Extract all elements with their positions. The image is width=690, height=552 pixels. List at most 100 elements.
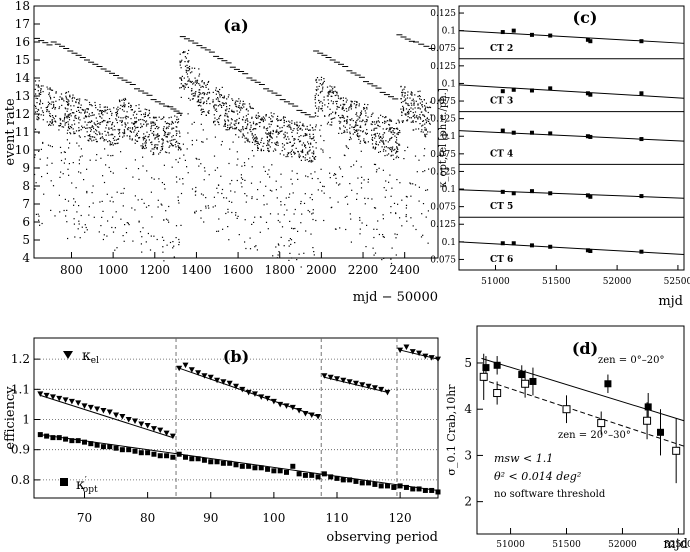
rate-point	[420, 236, 423, 238]
panel-c-x-axis-label: mjd	[658, 294, 683, 309]
rate-point	[182, 85, 184, 87]
rate-point	[389, 127, 391, 129]
rate-point	[363, 107, 365, 109]
series-kappa-opt	[37, 432, 441, 495]
y-tick-label: 4	[22, 251, 30, 265]
rate-point	[213, 120, 215, 123]
kappa-el-point	[75, 400, 82, 406]
rate-point	[309, 157, 311, 159]
rate-point	[356, 119, 358, 122]
rate-point	[355, 113, 357, 115]
kappa-el-point	[106, 409, 113, 415]
telescope-point	[639, 137, 644, 142]
y-tick-label: 0.075	[430, 203, 456, 213]
rate-point	[345, 101, 347, 103]
rate-point	[188, 67, 191, 70]
rate-point	[315, 89, 317, 91]
rate-point	[41, 176, 43, 178]
kappa-el-point	[207, 374, 214, 381]
rate-point	[38, 86, 40, 88]
rate-point	[259, 121, 261, 124]
rate-point	[169, 145, 171, 147]
rate-point	[384, 196, 386, 198]
rate-point	[265, 185, 267, 187]
rate-point	[331, 121, 333, 123]
rate-point	[373, 128, 375, 130]
y-tick-label: 1.2	[11, 352, 30, 366]
rate-point	[127, 222, 129, 224]
rate-point	[294, 208, 296, 211]
rate-point	[75, 117, 77, 119]
rate-point	[238, 129, 240, 131]
rate-point	[260, 149, 262, 151]
rate-point	[299, 140, 302, 142]
rate-point	[121, 119, 123, 122]
x-tick-label: 90	[203, 511, 218, 525]
rate-point	[216, 110, 218, 112]
rate-point	[129, 135, 131, 137]
rate-point	[251, 197, 253, 200]
rate-point	[405, 113, 407, 115]
rate-point	[286, 132, 288, 134]
rate-point	[68, 116, 70, 119]
rate-point	[299, 155, 301, 157]
rate-point	[280, 119, 282, 121]
rate-point	[100, 137, 102, 139]
rate-point	[232, 141, 234, 143]
rate-point	[35, 182, 37, 184]
rate-point	[116, 115, 118, 117]
rate-point	[407, 91, 409, 93]
rate-point	[222, 96, 224, 99]
rate-point	[345, 228, 347, 231]
rate-point	[38, 219, 40, 221]
rate-point	[349, 127, 351, 129]
rate-point	[287, 136, 289, 138]
rate-point	[130, 131, 133, 133]
rate-point	[70, 105, 72, 107]
rate-cluster-23	[275, 115, 286, 259]
rate-point	[280, 204, 282, 206]
rate-point	[203, 92, 205, 94]
rate-point	[304, 133, 306, 135]
rate-point	[359, 114, 361, 117]
rate-point	[366, 108, 368, 110]
rate-point	[417, 117, 419, 119]
rate-point	[404, 113, 406, 115]
rate-point	[111, 133, 113, 135]
x-tick-label: 110	[326, 511, 349, 525]
rate-point	[391, 149, 393, 151]
annotation-msw-cut: msw < 1.1	[494, 452, 553, 465]
rate-point	[352, 133, 354, 135]
rate-point	[234, 120, 236, 122]
rate-point	[363, 108, 365, 110]
rate-point	[382, 141, 384, 143]
rate-point	[48, 104, 50, 106]
rate-point	[316, 107, 318, 109]
rate-point	[183, 88, 185, 90]
rate-point	[424, 135, 426, 137]
rate-point	[147, 114, 150, 116]
rate-point	[296, 123, 298, 125]
rate-point	[179, 135, 181, 138]
rate-point	[268, 123, 270, 125]
rate-point	[219, 104, 221, 106]
rate-point	[393, 128, 396, 130]
panel-b-fit-lines	[40, 349, 439, 491]
rate-point	[174, 121, 177, 123]
rate-point	[107, 120, 109, 123]
rate-point	[101, 112, 103, 114]
rate-point	[239, 130, 241, 132]
rate-point	[346, 115, 348, 118]
rate-point	[277, 133, 279, 135]
rate-point	[112, 216, 114, 218]
legend-kappa-opt: κ′ opt	[76, 476, 98, 495]
rate-point	[218, 184, 220, 186]
rate-point	[332, 117, 334, 119]
rate-point	[115, 112, 117, 114]
rate-point	[412, 225, 414, 227]
rate-point	[304, 135, 306, 137]
rate-point	[146, 131, 148, 133]
rate-point	[167, 141, 169, 143]
rate-point	[157, 135, 160, 137]
rate-point	[51, 115, 54, 117]
